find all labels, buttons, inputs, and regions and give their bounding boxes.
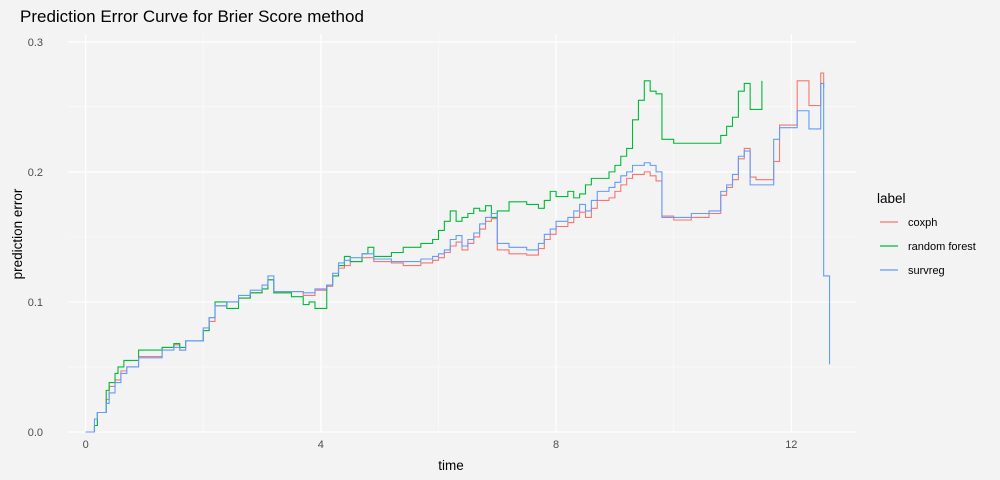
legend: label coxph random forest survreg — [877, 191, 976, 277]
x-axis-title: time — [438, 458, 464, 473]
y-tick-label: 0.3 — [28, 37, 43, 49]
series-line-random-forest — [85, 80, 763, 433]
y-axis-title: prediction error — [10, 188, 25, 279]
x-tick-label: 8 — [553, 439, 559, 451]
legend-label-survreg: survreg — [908, 265, 945, 277]
y-axis-ticks: 0.0 0.1 0.2 0.3 — [28, 37, 43, 439]
chart-title: Prediction Error Curve for Brier Score m… — [20, 7, 364, 26]
legend-label-coxph: coxph — [908, 217, 937, 229]
series-line-survreg — [85, 82, 831, 433]
legend-title: label — [877, 191, 906, 206]
y-tick-label: 0.2 — [28, 167, 43, 179]
x-tick-label: 0 — [83, 439, 89, 451]
x-tick-label: 4 — [318, 439, 324, 451]
legend-label-random-forest: random forest — [908, 241, 976, 253]
legend-items: coxph random forest survreg — [880, 217, 976, 277]
x-axis-ticks: 0 4 8 12 — [83, 439, 798, 451]
series-lines — [85, 72, 831, 433]
y-tick-label: 0.0 — [28, 427, 43, 439]
y-tick-label: 0.1 — [28, 297, 43, 309]
x-tick-label: 12 — [785, 439, 797, 451]
